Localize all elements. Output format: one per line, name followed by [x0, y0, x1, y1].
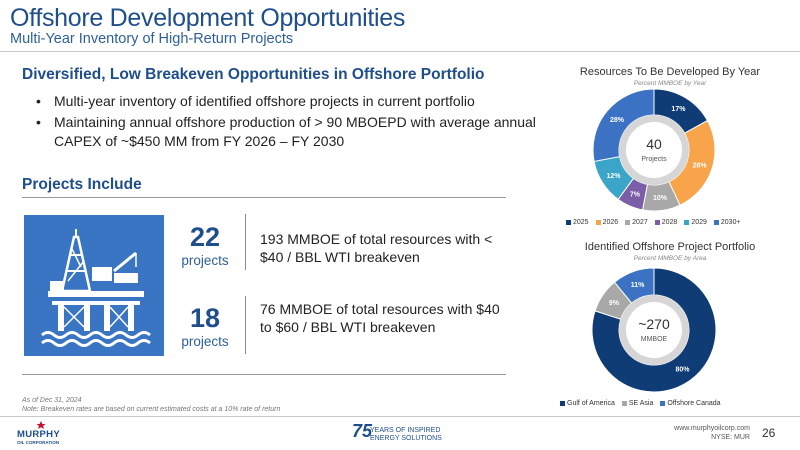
legend-item: 2028: [654, 219, 678, 226]
slice-label: 28%: [610, 117, 625, 124]
donut-slice: [613, 267, 655, 304]
legend-swatch: [684, 220, 690, 225]
slice-label: 80%: [675, 367, 690, 374]
slice-label: 10%: [653, 195, 668, 202]
anniversary-line: YEARS OF INSPIRED: [370, 427, 441, 434]
lead-heading: Diversified, Low Breakeven Opportunities…: [22, 66, 485, 83]
donut-chart-by-area: 80% 9% 11% ~270 MMBOE: [591, 267, 717, 393]
chart-title: Resources To Be Developed By Year: [579, 66, 761, 78]
donut-slice: [592, 88, 655, 163]
stat-number: 18: [189, 303, 221, 333]
legend-swatch: [713, 220, 719, 225]
legend-label: SE Asia: [628, 400, 654, 407]
offshore-platform-tile: [24, 215, 164, 356]
website-link[interactable]: www.murphyoilcorp.com: [674, 425, 750, 432]
legend-label: Gulf of America: [567, 400, 615, 407]
anniversary-line: ENERGY SOLUTIONS: [370, 435, 442, 442]
chart-title: Identified Offshore Project Portfolio: [584, 241, 756, 253]
footnote-line: Note: Breakeven rates are based on curre…: [22, 405, 281, 413]
projects-heading: Projects Include: [22, 176, 142, 193]
page-title: Offshore Development Opportunities: [10, 4, 406, 32]
anniversary-text: YEARS OF INSPIRED ENERGY SOLUTIONS: [370, 427, 442, 443]
legend-item: 2026: [595, 219, 619, 226]
page-number: 26: [762, 426, 776, 440]
stat-divider: [245, 296, 246, 354]
stat-description: 76 MMBOE of total resources with $40 to …: [260, 301, 500, 335]
stat-block: 18 projects: [170, 303, 240, 351]
legend-swatch: [595, 220, 601, 225]
bullet-list: Multi-year inventory of identified offsh…: [36, 92, 536, 153]
donut-chart-by-year: 17% 26% 10% 7% 12% 28% 40 Projects: [592, 88, 716, 212]
chart-legend: 2025 2026 2027 2028 2029 2030+: [566, 219, 741, 226]
stat-description: 193 MMBOE of total resources with < $40 …: [260, 231, 493, 265]
chart-subtitle: Percent MMBOE by Area: [633, 255, 707, 262]
legend-item: 2029: [684, 219, 707, 226]
slice-label: 7%: [630, 192, 641, 199]
legend-label: 2026: [602, 219, 619, 226]
footer-contact: www.murphyoilcorp.com NYSE: MUR: [600, 424, 750, 442]
logo-subtext: OIL CORPORATION: [17, 440, 60, 445]
ticker: NYSE: MUR: [711, 434, 750, 441]
bullet-item: Maintaining annual offshore production o…: [36, 113, 536, 151]
slice-label: 9%: [609, 300, 620, 307]
legend-label: 2030+: [720, 219, 741, 226]
stat-block: 22 projects: [170, 222, 240, 270]
slice-label: 11%: [631, 282, 645, 289]
donut-center: [626, 122, 682, 178]
donut-center-value: ~270: [638, 316, 670, 332]
legend-item: SE Asia: [621, 400, 654, 407]
footer-divider: [0, 416, 800, 417]
title-divider: [0, 51, 800, 52]
donut-center-value: 40: [646, 136, 662, 152]
legend-swatch: [660, 401, 666, 406]
donut-center-label: MMBOE: [641, 336, 668, 343]
donut-center: [626, 302, 682, 358]
anniversary-number: 75: [352, 421, 373, 441]
legend-label: 2028: [661, 219, 678, 226]
legend-swatch: [566, 220, 571, 225]
chart-legend: Gulf of America SE Asia Offshore Canada: [560, 400, 721, 407]
legend-swatch: [654, 220, 660, 225]
legend-item: Offshore Canada: [660, 400, 721, 407]
offshore-platform-icon: [41, 229, 151, 347]
chart-subtitle: Percent MMBOE by Year: [633, 80, 707, 87]
stat-label: projects: [181, 253, 229, 268]
murphy-star-logo: [36, 421, 46, 429]
footnote-line: As of Dec 31, 2024: [22, 397, 82, 404]
bullet-item: Multi-year inventory of identified offsh…: [36, 92, 536, 111]
legend-item: 2027: [625, 219, 648, 226]
legend-swatch: [560, 401, 565, 406]
slice-label: 12%: [606, 173, 621, 180]
logo-wordmark: MURPHY: [17, 429, 60, 440]
legend-swatch: [625, 220, 631, 225]
legend-item: 2025: [566, 219, 589, 226]
donut-center-label: Projects: [641, 156, 667, 163]
slice-label: 26%: [693, 162, 708, 169]
legend-label: 2025: [573, 219, 589, 226]
stat-label: projects: [181, 334, 229, 349]
legend-item: Gulf of America: [560, 400, 615, 407]
footnote: As of Dec 31, 2024 Note: Breakeven rates…: [22, 397, 280, 414]
legend-label: Offshore Canada: [667, 400, 721, 407]
stat-number: 22: [189, 222, 221, 252]
legend-item: 2030+: [713, 219, 741, 226]
legend-label: 2029: [691, 219, 707, 226]
section-divider: [22, 197, 506, 198]
legend-swatch: [621, 401, 627, 406]
legend-label: 2027: [632, 219, 648, 226]
slice-label: 17%: [671, 106, 686, 113]
page-subtitle: Multi-Year Inventory of High-Return Proj…: [10, 31, 294, 47]
section-divider: [22, 374, 506, 375]
stat-divider: [245, 214, 246, 270]
